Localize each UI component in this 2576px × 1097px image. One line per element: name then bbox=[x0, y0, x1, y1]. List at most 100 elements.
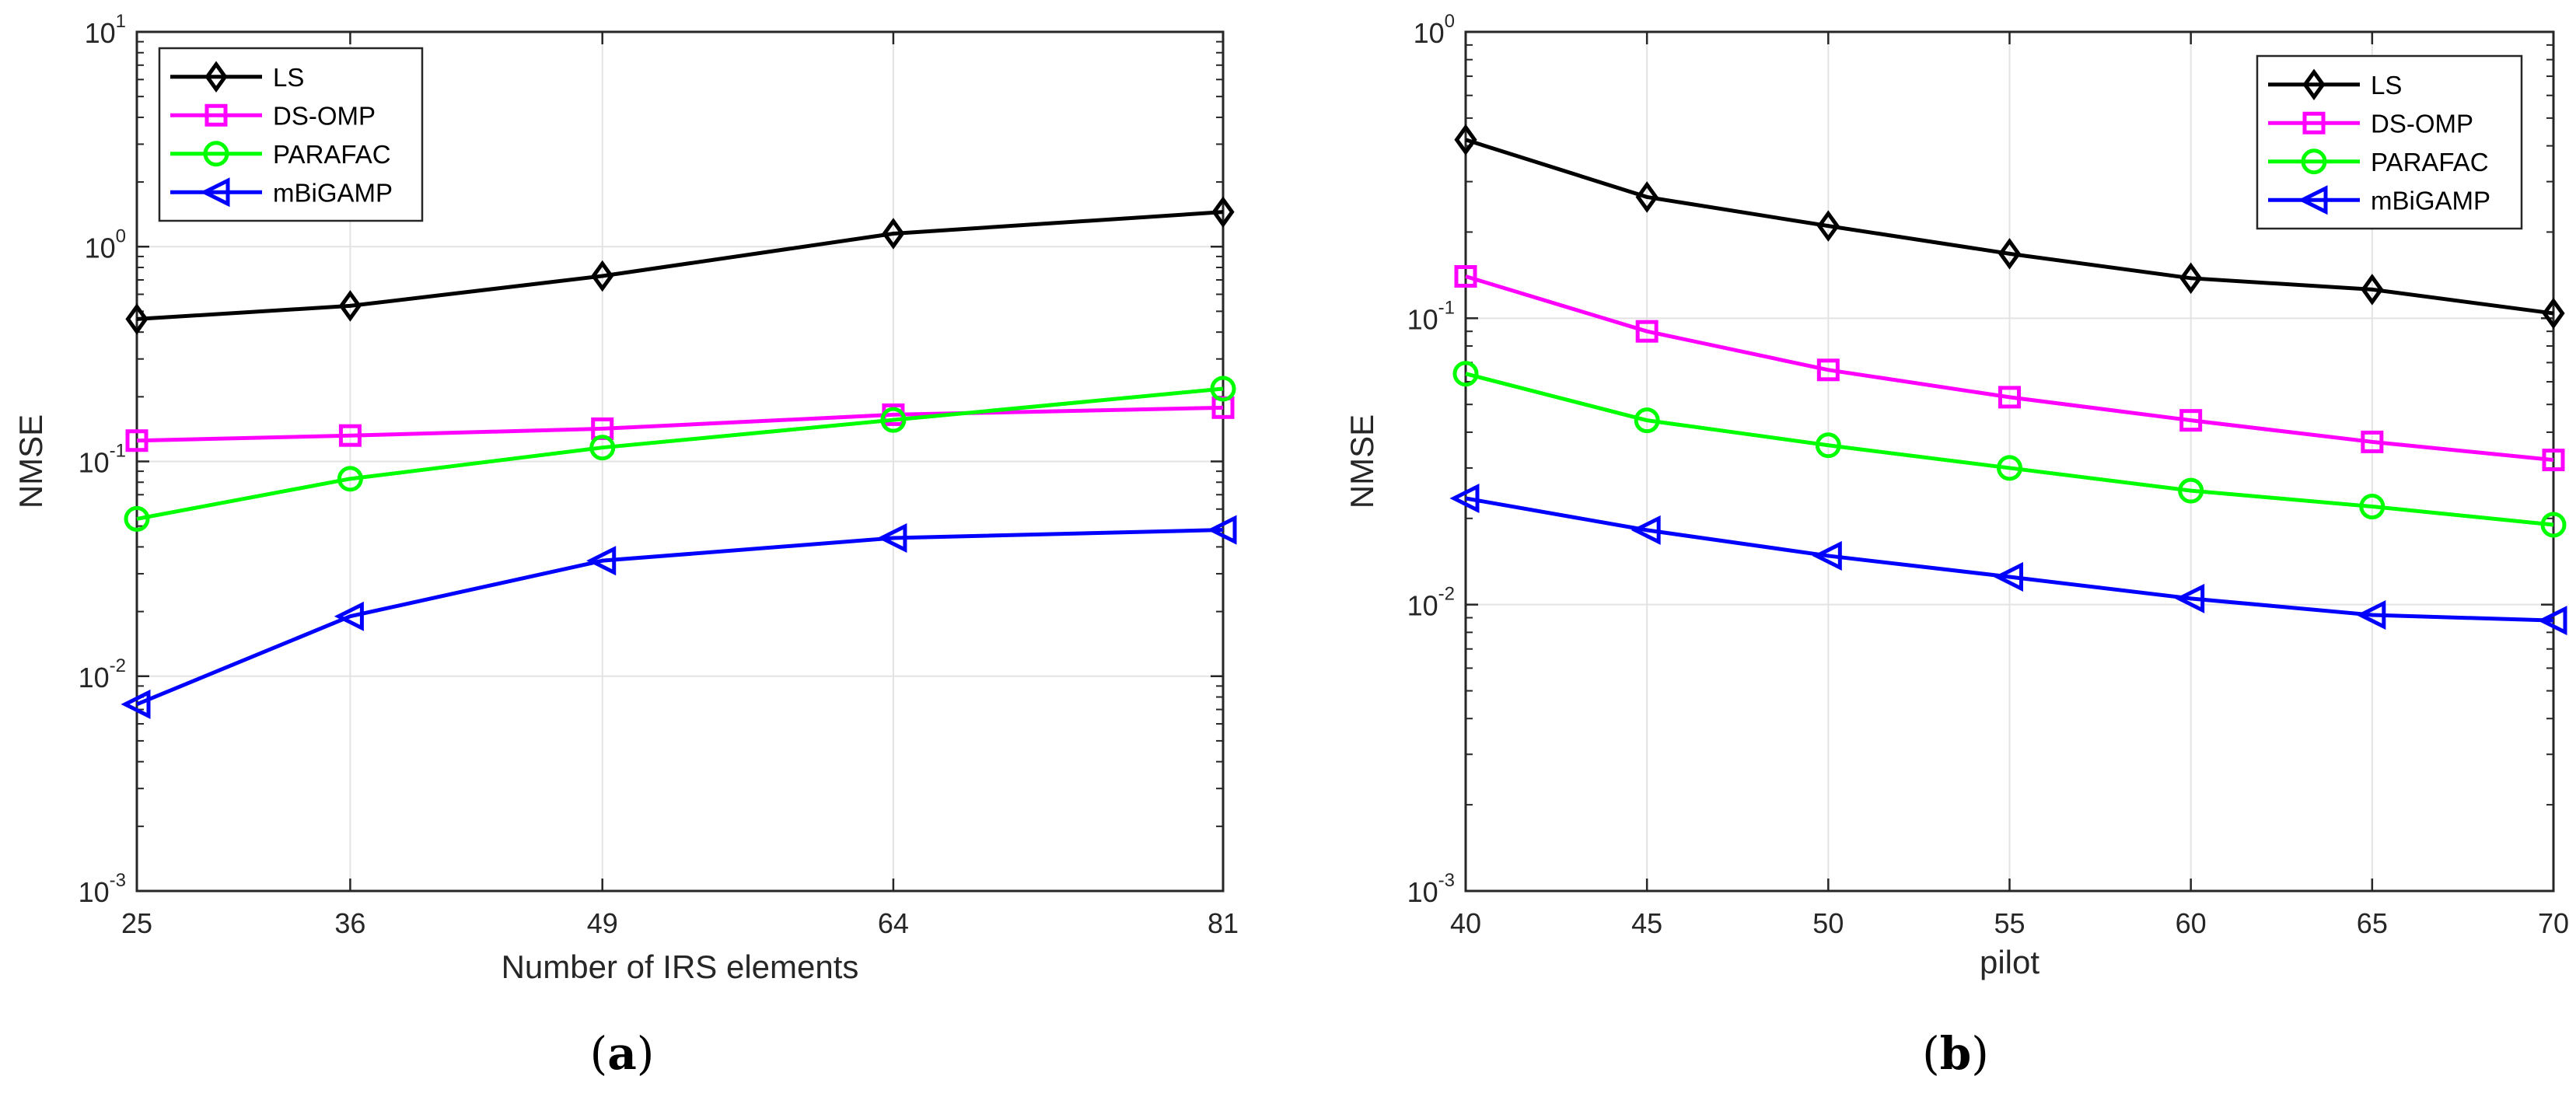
data-point bbox=[334, 601, 364, 631]
data-point bbox=[2542, 449, 2565, 472]
x-tick-label: 70 bbox=[2538, 907, 2569, 939]
data-point bbox=[1816, 210, 1840, 242]
data-point bbox=[124, 505, 150, 532]
data-point bbox=[1634, 407, 1660, 434]
x-tick-label: 25 bbox=[121, 907, 152, 939]
data-point bbox=[1211, 196, 1235, 228]
data-point bbox=[338, 290, 362, 322]
data-point bbox=[338, 424, 362, 447]
x-tick-label: 64 bbox=[878, 907, 909, 939]
legend-swatch-marker bbox=[203, 141, 229, 167]
data-point bbox=[1454, 265, 1477, 288]
x-tick-label: 45 bbox=[1631, 907, 1662, 939]
data-point bbox=[2175, 583, 2205, 613]
data-point bbox=[2540, 512, 2567, 538]
x-tick-label: 50 bbox=[1812, 907, 1844, 939]
data-point bbox=[2361, 274, 2384, 306]
data-point bbox=[1997, 455, 2022, 481]
y-tick-label: 10-2 bbox=[79, 655, 126, 693]
legend-entry: DS-OMP bbox=[273, 101, 376, 130]
data-point bbox=[2356, 599, 2386, 631]
chart-a: 25 36 49 64 81 10-3 10-2 10-1 100 101 Number of IR… bbox=[12, 11, 1239, 1080]
legend-entry: mBiGAMP bbox=[2371, 186, 2490, 215]
data-point bbox=[591, 260, 614, 292]
y-axis-label: NMSE bbox=[12, 414, 49, 508]
data-point bbox=[1635, 320, 1658, 343]
series-mbigamp bbox=[1449, 483, 2567, 636]
legend-swatch-marker bbox=[200, 177, 230, 208]
panel-label: (b) bbox=[1922, 1027, 1989, 1080]
data-point bbox=[882, 218, 905, 250]
data-point bbox=[586, 546, 617, 576]
data-point bbox=[880, 407, 907, 433]
legend-swatch-marker bbox=[2302, 111, 2326, 135]
legend-swatch-marker bbox=[204, 103, 228, 127]
series-line bbox=[136, 528, 1224, 707]
series-line bbox=[1465, 372, 2554, 527]
x-axis-label: pilot bbox=[1980, 944, 2039, 980]
legend-entry: LS bbox=[273, 63, 304, 92]
x-tick-label: 55 bbox=[1994, 907, 2025, 939]
legend: LS DS-OMP PARAFAC mBiGAMP bbox=[2256, 54, 2523, 230]
x-tick-label: 36 bbox=[334, 907, 365, 939]
legend-swatch-marker bbox=[2302, 68, 2326, 101]
data-point bbox=[337, 466, 363, 492]
series-line bbox=[1465, 496, 2554, 623]
data-point bbox=[2359, 494, 2386, 520]
data-point bbox=[1812, 540, 1842, 571]
data-point bbox=[121, 689, 151, 719]
series-line bbox=[136, 386, 1224, 521]
legend: LS DS-OMP PARAFAC mBiGAMP bbox=[158, 47, 424, 222]
x-tick-label: 49 bbox=[587, 907, 618, 939]
data-point bbox=[1452, 361, 1479, 387]
data-point bbox=[1998, 238, 2022, 270]
data-point bbox=[1998, 386, 2021, 409]
x-tick-label: 81 bbox=[1208, 907, 1239, 939]
x-tick-label: 40 bbox=[1450, 907, 1481, 939]
data-point bbox=[2537, 606, 2567, 636]
legend-entry: PARAFAC bbox=[2371, 148, 2489, 176]
data-point bbox=[2179, 262, 2203, 295]
series-mbigamp bbox=[121, 515, 1237, 719]
y-tick-label: 10-3 bbox=[79, 870, 126, 908]
data-point bbox=[2361, 430, 2384, 453]
series-line bbox=[1465, 138, 2554, 316]
x-axis-label: Number of IRS elements bbox=[502, 949, 859, 985]
data-point bbox=[2179, 409, 2203, 432]
y-tick-label: 100 bbox=[1414, 11, 1455, 49]
series-line bbox=[1465, 274, 2554, 463]
y-tick-label: 101 bbox=[85, 11, 126, 49]
data-point bbox=[1449, 483, 1480, 514]
y-tick-label: 10-3 bbox=[1407, 870, 1455, 908]
data-point bbox=[1454, 124, 1477, 156]
series-line bbox=[136, 210, 1224, 321]
x-tick-label: 65 bbox=[2357, 907, 2388, 939]
x-tick-label: 60 bbox=[2176, 907, 2207, 939]
y-tick-label: 10-2 bbox=[1407, 584, 1455, 622]
legend-entry: LS bbox=[2371, 71, 2402, 100]
series-line bbox=[136, 405, 1224, 443]
data-point bbox=[1631, 515, 1661, 545]
data-point bbox=[877, 522, 907, 554]
data-point bbox=[1207, 515, 1237, 545]
series-parafac bbox=[124, 376, 1236, 532]
chart-b: 40 45 50 55 60 65 70 10-3 10-2 10-1 100 pilot NMSE LS… bbox=[1344, 11, 2569, 1080]
data-point bbox=[2542, 297, 2565, 330]
data-point bbox=[1210, 376, 1236, 402]
data-point bbox=[2178, 477, 2204, 504]
legend-swatch-marker bbox=[2298, 185, 2328, 215]
axes-box bbox=[1464, 30, 2555, 893]
data-point bbox=[1816, 358, 1840, 382]
data-point bbox=[1635, 181, 1658, 213]
data-point bbox=[125, 429, 149, 452]
axes-box bbox=[135, 30, 1225, 893]
legend-swatch-marker bbox=[2301, 148, 2327, 175]
legend-entry: PARAFAC bbox=[273, 140, 391, 169]
legend-entry: DS-OMP bbox=[2371, 109, 2473, 138]
data-point bbox=[1993, 561, 2023, 592]
y-axis-label: NMSE bbox=[1344, 414, 1380, 508]
data-point bbox=[589, 435, 616, 461]
series-ls bbox=[125, 196, 1235, 335]
series-ds-omp bbox=[1454, 265, 2565, 472]
